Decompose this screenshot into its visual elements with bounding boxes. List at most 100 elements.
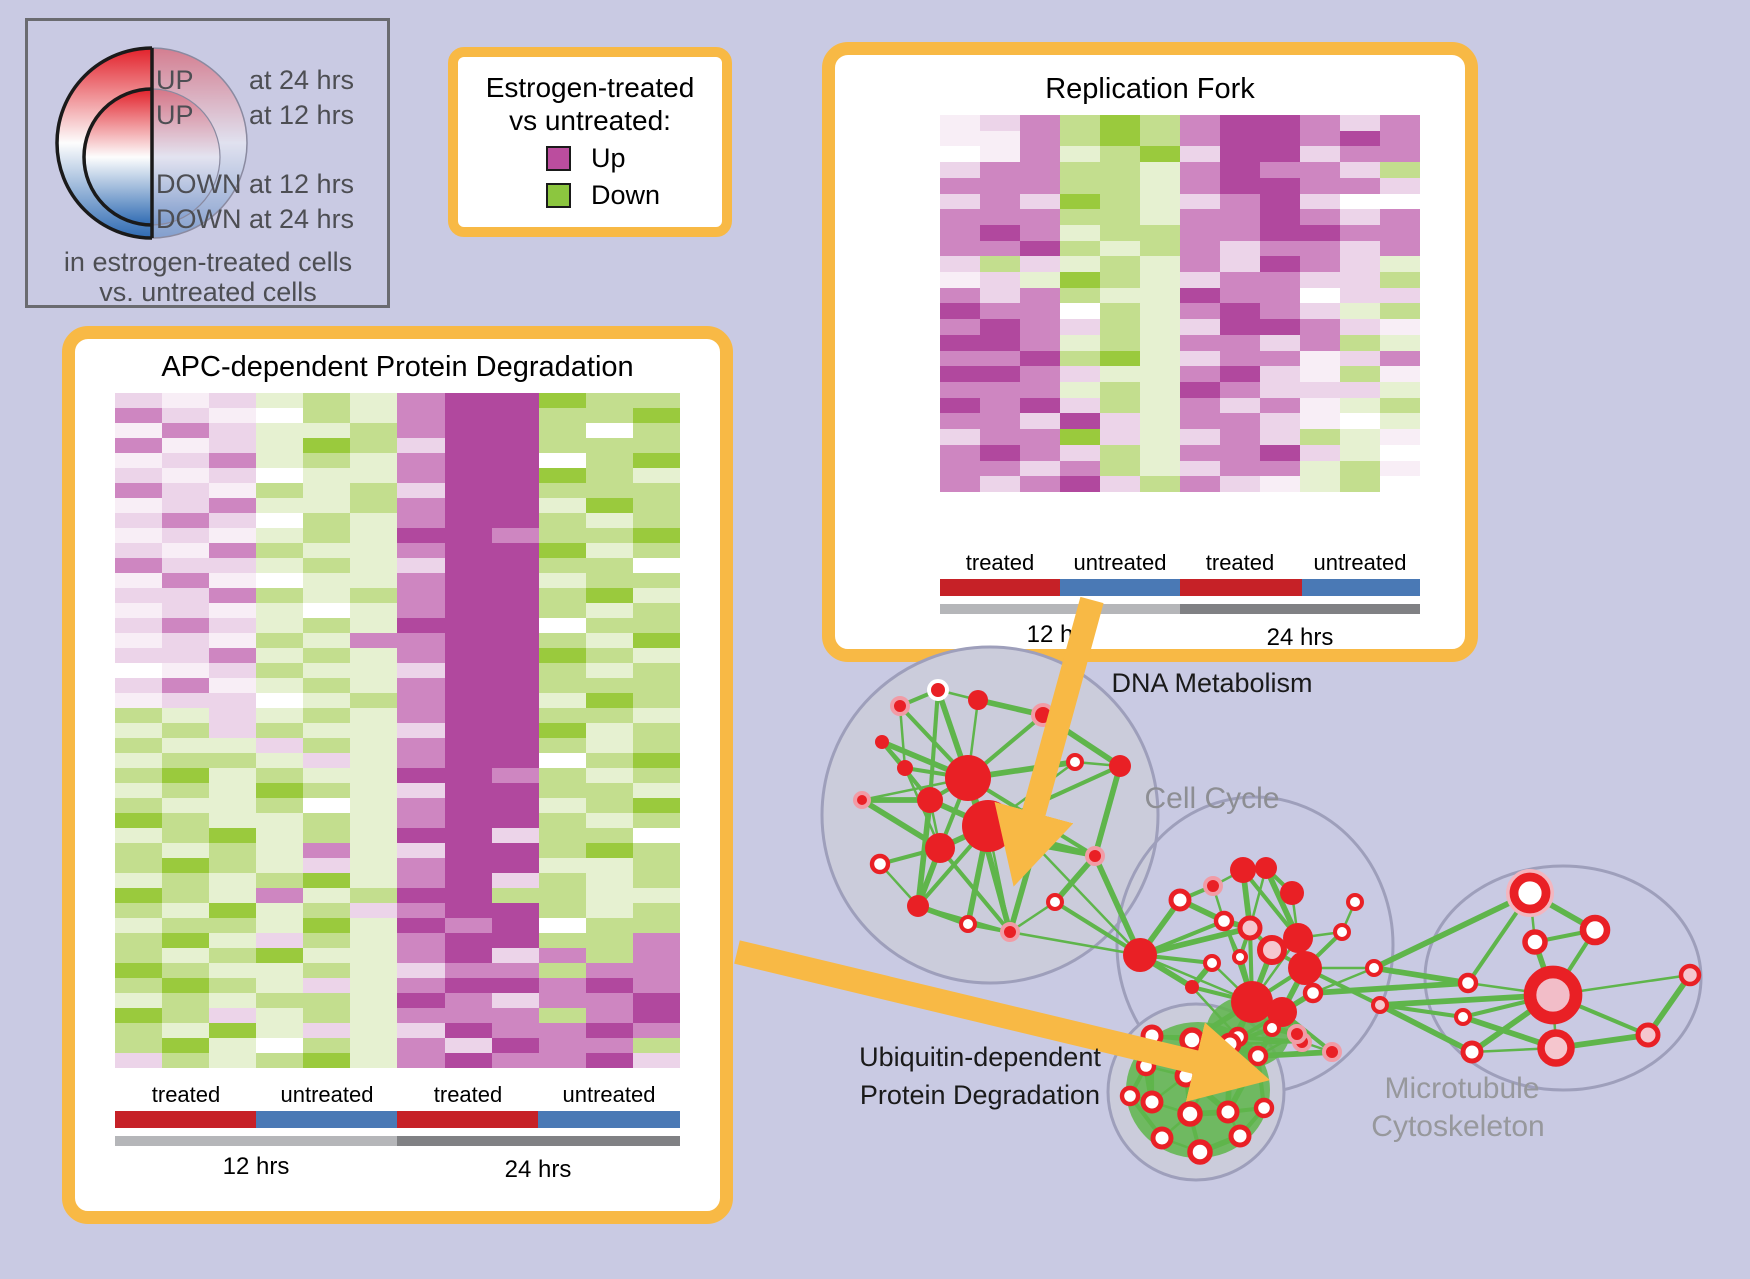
network-edge — [898, 705, 907, 769]
heatmap-cell — [1180, 476, 1220, 492]
heatmap-cell — [350, 513, 398, 528]
heatmap-cell — [162, 828, 210, 843]
heatmap-cell — [1340, 460, 1380, 477]
heatmap-cell — [162, 588, 210, 603]
network-edge — [1225, 1043, 1233, 1113]
heatmap-cell — [303, 513, 351, 528]
heatmap-cell — [1020, 444, 1060, 461]
network-node — [1255, 857, 1277, 879]
heatmap-cell — [256, 768, 304, 783]
heatmap-cell — [256, 1008, 304, 1023]
heatmap-cell — [444, 828, 492, 843]
heatmap-cell — [491, 1023, 539, 1038]
heatmap-cell — [1260, 209, 1300, 225]
network-node — [1579, 914, 1611, 946]
heatmap-cell — [1220, 366, 1260, 383]
heatmap-cell — [303, 738, 351, 753]
heatmap-cell — [1300, 334, 1340, 351]
heatmap-cell — [1060, 460, 1100, 477]
network-edge — [1184, 1039, 1194, 1077]
heatmap-cell — [1300, 413, 1340, 430]
network-edge — [965, 825, 991, 925]
network-node — [1247, 1045, 1269, 1067]
heatmap-cell — [303, 858, 351, 873]
network-edge — [1250, 937, 1300, 1003]
heatmap-cell — [209, 858, 257, 873]
rf-time-12: 12 hrs — [1026, 621, 1094, 648]
heatmap-cell — [585, 1008, 633, 1023]
heatmap-cell — [1260, 350, 1300, 367]
heatmap-cell — [1300, 397, 1340, 414]
heatmap-cell — [256, 783, 304, 798]
heatmap-cell — [1220, 334, 1260, 351]
heatmap-cell — [350, 648, 398, 663]
network-node — [917, 787, 943, 813]
updown-title-line2: vs untreated: — [509, 105, 671, 136]
apc-bar-untreated-12 — [256, 1111, 397, 1128]
heatmap-cell — [115, 888, 163, 903]
heatmap-cell — [1020, 460, 1060, 477]
heatmap-cell — [1020, 397, 1060, 414]
heatmap-cell — [209, 633, 257, 648]
network-node — [1179, 1027, 1205, 1053]
heatmap-cell — [444, 693, 492, 708]
heatmap-cell — [1100, 193, 1140, 210]
network-edge — [1238, 1106, 1266, 1138]
network-node — [1227, 1026, 1249, 1048]
heatmap-cell — [209, 948, 257, 963]
heatmap-cell — [1020, 287, 1060, 304]
heatmap-cell — [538, 798, 586, 813]
network-edge — [1303, 930, 1344, 970]
cluster-label: Cell Cycle — [1144, 782, 1279, 815]
heatmap-cell — [162, 1008, 210, 1023]
heatmap-cell — [538, 453, 586, 468]
heatmap-cell — [209, 753, 257, 768]
heatmap-cell — [256, 678, 304, 693]
heatmap-cell — [632, 783, 680, 798]
heatmap-cell — [1260, 240, 1300, 257]
heatmap-cell — [1060, 130, 1100, 147]
heatmap-cell — [209, 603, 257, 618]
heatmap-cell — [980, 429, 1020, 445]
heatmap-cell — [1140, 444, 1180, 461]
heatmap-cell — [209, 978, 257, 993]
heatmap-cell — [940, 272, 980, 288]
legend-item-up: Up — [546, 143, 722, 174]
network-node — [1109, 755, 1131, 777]
heatmap-cell — [1020, 303, 1060, 320]
network-edge — [1264, 866, 1294, 895]
heatmap-cell — [397, 828, 445, 843]
heatmap-cell — [256, 963, 304, 978]
inner-left-arc — [82, 87, 153, 227]
heatmap-cell — [1300, 272, 1340, 288]
heatmap-cell — [1260, 303, 1300, 320]
heatmap-cell — [444, 468, 492, 483]
heatmap-cell — [350, 858, 398, 873]
heatmap-cell — [303, 453, 351, 468]
heatmap-cell — [1260, 413, 1300, 430]
network-edge — [1249, 948, 1275, 1004]
heatmap-cell — [162, 918, 210, 933]
heatmap-cell — [1260, 146, 1300, 163]
heatmap-cell — [585, 993, 633, 1008]
heatmap-cell — [303, 933, 351, 948]
heatmap-cell — [350, 768, 398, 783]
network-edge — [904, 767, 931, 801]
heatmap-cell — [350, 843, 398, 858]
network-edge — [1211, 962, 1253, 1003]
heatmap-cell — [1180, 303, 1220, 320]
network-edge — [1074, 760, 1121, 768]
network-edge — [938, 777, 970, 849]
heatmap-cell — [350, 663, 398, 678]
network-node — [1346, 893, 1364, 911]
network-node — [869, 853, 891, 875]
heatmap-cell — [1180, 177, 1220, 194]
heatmap-cell — [1100, 334, 1140, 351]
heatmap-cell — [444, 573, 492, 588]
heatmap-cell — [632, 978, 680, 993]
network-node — [1280, 881, 1304, 905]
heatmap-cell — [115, 693, 163, 708]
heatmap-cell — [1340, 240, 1380, 257]
heatmap-cell — [538, 783, 586, 798]
heatmap-cell — [444, 768, 492, 783]
